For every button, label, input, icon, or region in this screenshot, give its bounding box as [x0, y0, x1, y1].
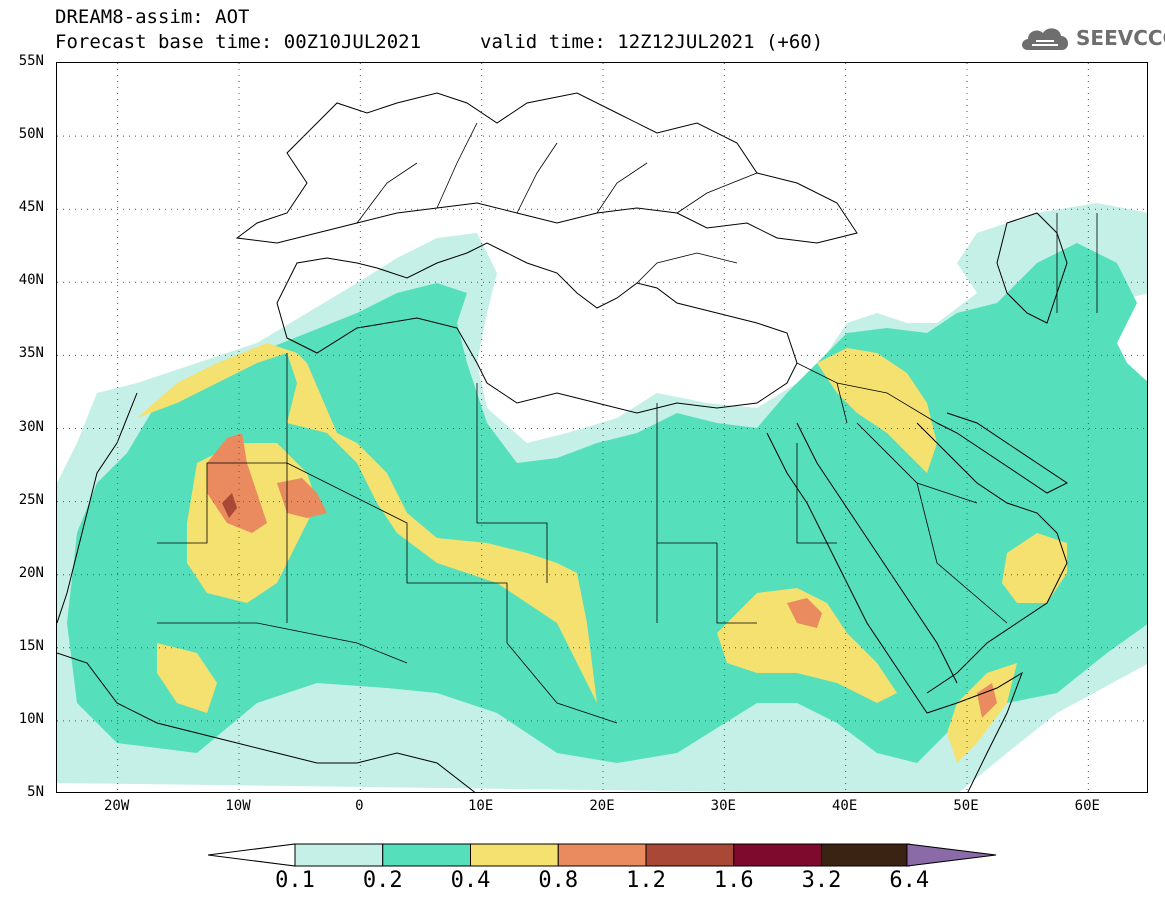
colorbar-level-label: 0.2	[362, 868, 403, 893]
aot-field-veryhigh-3	[787, 598, 822, 628]
coastline-red-sea	[766, 422, 958, 714]
aot-field-veryhigh-2	[277, 478, 327, 518]
colorbar-cell	[821, 843, 910, 867]
lat-label: 5N	[27, 784, 44, 800]
colorbar-cell	[470, 843, 559, 867]
aot-map	[56, 62, 1148, 793]
lat-label: 30N	[18, 418, 44, 435]
aot-field-high-sahel	[157, 643, 217, 713]
lon-label: 20W	[104, 798, 130, 814]
lat-label: 50N	[18, 126, 44, 143]
lon-label: 50E	[953, 798, 979, 814]
logo-text: SEEVCCC	[1076, 26, 1165, 50]
lat-label: 55N	[18, 53, 44, 69]
colorbar-cell	[557, 843, 647, 867]
lon-label: 10E	[468, 798, 494, 814]
aot-field-high-arabia	[1002, 533, 1067, 603]
colorbar-cell	[645, 843, 735, 867]
coastline-mediterranean	[276, 242, 798, 414]
base-time: Forecast base time: 00Z10JUL2021	[55, 31, 422, 53]
colorbar-level-label: 0.1	[275, 868, 315, 893]
lat-label: 45N	[18, 199, 44, 216]
valid-time: valid time: 12Z12JUL2021 (+60)	[480, 31, 824, 53]
colorbar-cell	[294, 843, 384, 867]
map-title: DREAM8-assim: AOT	[55, 6, 250, 28]
aot-colorbar	[208, 843, 997, 867]
seevccc-logo: SEEVCCC	[1018, 24, 1165, 54]
colorbar-level-label: 1.2	[626, 868, 666, 893]
borders-europe	[356, 122, 758, 284]
colorbar-level-label: 0.4	[450, 868, 491, 893]
colorbar-max-arrow	[906, 843, 997, 867]
aot-field-veryhigh-4	[977, 683, 997, 718]
lat-label: 35N	[18, 345, 44, 362]
colorbar-level-label: 6.4	[889, 868, 930, 893]
lat-label: 20N	[18, 564, 44, 581]
lat-label: 40N	[18, 272, 44, 289]
lon-label: 0	[355, 798, 364, 814]
aot-field-extreme	[222, 493, 237, 518]
lon-label: 30E	[710, 798, 736, 814]
lon-label: 10W	[225, 798, 251, 814]
colorbar-cell	[382, 843, 471, 867]
lon-label: 40E	[832, 798, 858, 814]
aot-field-high-iraq	[817, 348, 937, 473]
coastline-caspian	[996, 212, 1068, 324]
coastline-europe	[235, 92, 858, 244]
lat-label: 25N	[18, 491, 44, 508]
colorbar-level-label: 3.2	[801, 868, 842, 893]
lon-label: 20E	[589, 798, 615, 814]
colorbar-cell	[733, 843, 822, 867]
lat-label: 10N	[18, 710, 44, 727]
coastline-persian-gulf	[936, 412, 1068, 494]
forecast-times: Forecast base time: 00Z10JUL2021 valid ti…	[55, 31, 823, 53]
lon-label: 60E	[1074, 798, 1100, 814]
borders-africa	[157, 353, 837, 724]
aot-field-high-sudan	[717, 588, 897, 703]
colorbar-level-label: 1.6	[713, 868, 754, 893]
cloud-icon	[1022, 28, 1069, 50]
aot-field-veryhigh	[207, 433, 267, 533]
colorbar-min-arrow	[208, 843, 296, 867]
coastline-arabia	[916, 422, 1068, 694]
map-canvas	[57, 63, 1147, 792]
colorbar-level-label: 0.8	[538, 868, 579, 893]
coastline-horn	[926, 671, 1023, 792]
coastline-west-africa	[57, 392, 476, 792]
borders-middle-east	[796, 213, 1098, 624]
lat-label: 15N	[18, 637, 44, 654]
